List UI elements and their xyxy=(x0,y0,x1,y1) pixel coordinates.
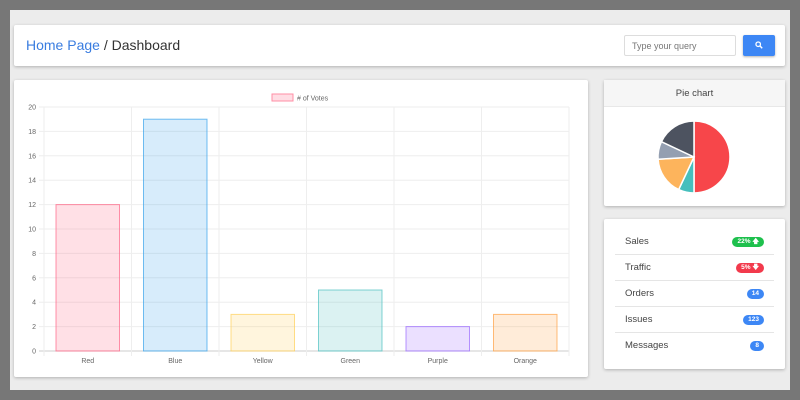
count-badge: 22% 🡅 xyxy=(732,237,764,247)
breadcrumb-current: Dashboard xyxy=(111,37,181,53)
bar-purple xyxy=(405,326,470,352)
y-tick-label: 0 xyxy=(32,349,36,356)
y-tick-label: 20 xyxy=(28,105,36,112)
count-badge: 8 xyxy=(750,341,764,351)
x-tick-label: Orange xyxy=(514,358,537,365)
breadcrumb: Home Page / Dashboard xyxy=(26,37,180,53)
list-item-sales[interactable]: Sales 22% 🡅 xyxy=(615,229,774,255)
pie-chart xyxy=(657,120,731,194)
list-item-traffic[interactable]: Traffic 5% 🡇 xyxy=(615,255,774,281)
pie-chart-card: Pie chart xyxy=(604,80,785,206)
list-item-label: Traffic xyxy=(625,262,651,273)
list-item-label: Issues xyxy=(625,314,653,325)
legend-swatch xyxy=(271,93,294,102)
x-tick-label: Purple xyxy=(428,358,448,365)
y-tick-label: 2 xyxy=(32,324,36,331)
count-badge: 14 xyxy=(746,289,764,299)
badge-text: 22% xyxy=(737,238,751,245)
count-badge: 123 xyxy=(743,315,764,325)
breadcrumb-separator: / xyxy=(99,37,112,53)
list-item-label: Messages xyxy=(625,340,669,351)
x-tick-label: Red xyxy=(81,358,94,365)
x-tick-label: Blue xyxy=(168,358,182,365)
arrow-down-icon: 🡇 xyxy=(752,264,759,271)
x-tick-label: Yellow xyxy=(253,358,274,365)
bar-blue xyxy=(143,118,208,352)
list-item-issues[interactable]: Issues 123 xyxy=(615,307,774,333)
y-tick-label: 18 xyxy=(28,129,36,136)
search-icon xyxy=(755,40,763,49)
count-badge: 5% 🡇 xyxy=(736,263,764,273)
search-input[interactable] xyxy=(624,35,736,56)
y-tick-label: 12 xyxy=(28,202,36,209)
header-bar: Home Page / Dashboard xyxy=(14,25,785,66)
badge-text: 123 xyxy=(748,316,759,323)
list-item-orders[interactable]: Orders 14 xyxy=(615,281,774,307)
y-tick-label: 16 xyxy=(28,153,36,160)
legend-label: # of Votes xyxy=(297,96,329,103)
y-tick-label: 8 xyxy=(32,251,36,258)
pie-chart-title: Pie chart xyxy=(604,80,785,107)
y-tick-label: 14 xyxy=(28,178,36,185)
badge-text: 8 xyxy=(755,342,759,349)
bar-red xyxy=(55,204,120,352)
breadcrumb-home-link[interactable]: Home Page xyxy=(26,37,100,53)
pie-slice xyxy=(660,120,695,159)
y-tick-label: 4 xyxy=(32,300,36,307)
page: Home Page / Dashboard 0 2 4 6 8 10 12 14 16 18 20 #… xyxy=(10,10,790,390)
badge-text: 5% xyxy=(741,264,751,271)
search-button[interactable] xyxy=(743,35,775,56)
bar-orange xyxy=(493,313,558,352)
bar-green xyxy=(318,289,383,352)
y-tick-label: 10 xyxy=(28,227,36,234)
list-item-label: Orders xyxy=(625,288,655,299)
bar-chart-card: 0 2 4 6 8 10 12 14 16 18 20 # of Votes Red Blue Yellow… xyxy=(14,80,588,377)
bar-yellow xyxy=(230,313,295,352)
list-item-messages[interactable]: Messages 8 xyxy=(615,333,774,359)
y-tick-label: 6 xyxy=(32,275,36,282)
pie-slice xyxy=(693,120,731,194)
bar-chart: 0 2 4 6 8 10 12 14 16 18 20 # of Votes Red Blue Yellow… xyxy=(28,93,570,365)
list-item-label: Sales xyxy=(625,236,649,247)
arrow-up-icon: 🡅 xyxy=(752,238,759,245)
x-tick-label: Green xyxy=(341,358,361,365)
stats-list: Sales 22% 🡅 Traffic 5% 🡇 Orders 14 Issues 123 Me… xyxy=(604,219,785,369)
badge-text: 14 xyxy=(751,290,759,297)
